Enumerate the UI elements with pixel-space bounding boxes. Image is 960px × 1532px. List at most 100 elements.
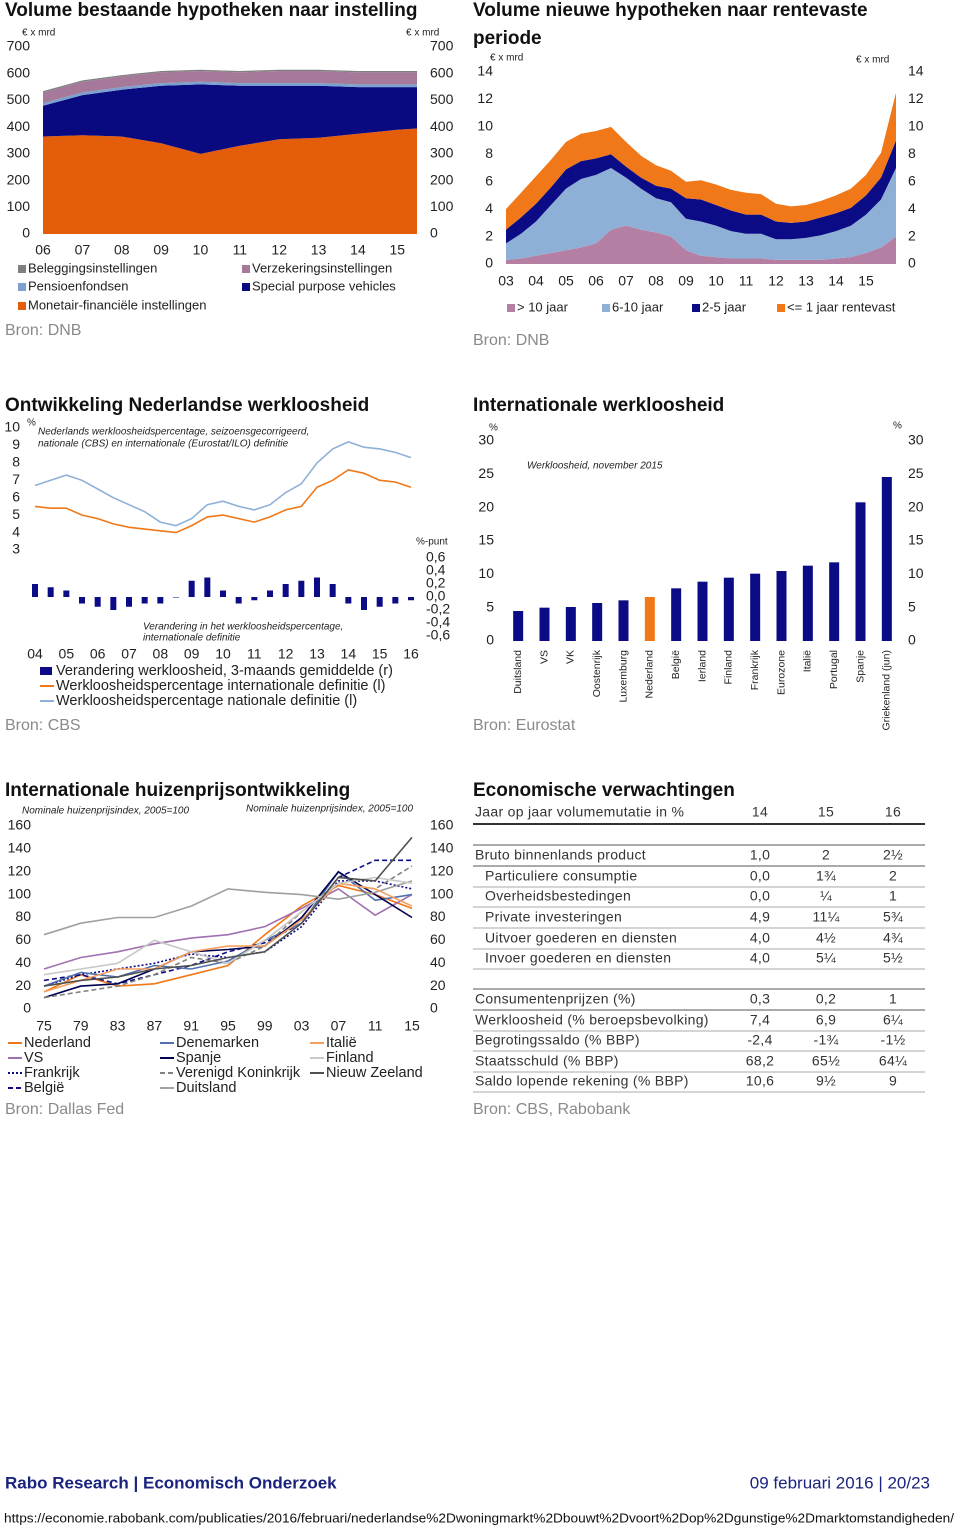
table-cell: 4,0 bbox=[750, 930, 770, 946]
y-tick-label: 5 bbox=[12, 506, 20, 522]
legend-label: Verenigd Koninkrijk bbox=[176, 1065, 301, 1081]
y-tick-label: 10 bbox=[4, 419, 20, 435]
y-tick-label: 3 bbox=[12, 541, 20, 557]
annotation: Verandering in het werkloosheidspercenta… bbox=[143, 622, 343, 633]
y-tick-label: 0 bbox=[486, 632, 494, 648]
annotation: Nominale huizenprijsindex, 2005=100 bbox=[246, 804, 413, 815]
bar bbox=[408, 597, 414, 601]
table-cell: 10,6 bbox=[746, 1073, 774, 1089]
legend-label: Special purpose vehicles bbox=[252, 278, 396, 293]
y-axis-unit: % bbox=[489, 423, 498, 434]
source: Bron: Dallas Fed bbox=[5, 1101, 124, 1118]
y2-tick-label: 4 bbox=[908, 200, 916, 216]
bar bbox=[618, 600, 629, 641]
legend-swatch bbox=[777, 304, 785, 312]
y2-tick-label: 300 bbox=[430, 145, 454, 161]
area bbox=[43, 69, 417, 93]
bar bbox=[32, 584, 38, 597]
y-tick-label: 600 bbox=[7, 64, 31, 80]
table-cell: 2 bbox=[889, 868, 897, 884]
table-cell: Overheidsbestedingen bbox=[485, 888, 631, 904]
legend-label: Werkloosheidspercentage internationale d… bbox=[56, 678, 385, 694]
table-cell: 68,2 bbox=[746, 1053, 774, 1069]
x-tick-label: 05 bbox=[59, 646, 75, 662]
x-tick-label: Eurozone bbox=[775, 650, 787, 695]
bar bbox=[671, 588, 682, 641]
y-tick-label: 8 bbox=[485, 145, 493, 161]
x-tick-label: 79 bbox=[73, 1018, 89, 1034]
x-tick-label: Griekenland (jun) bbox=[881, 650, 893, 731]
y2-tick-label: 0,6 bbox=[426, 549, 446, 565]
table-cell: 0,2 bbox=[816, 991, 836, 1007]
bar bbox=[345, 597, 352, 604]
legend-swatch bbox=[507, 304, 515, 312]
x-tick-label: 15 bbox=[858, 273, 874, 289]
y-tick-label: 4 bbox=[12, 523, 20, 539]
y2-tick-label: 8 bbox=[908, 145, 916, 161]
line bbox=[43, 884, 413, 993]
y-tick-label: 4 bbox=[485, 200, 493, 216]
bar bbox=[251, 597, 258, 601]
y2-tick-label: -0,6 bbox=[426, 627, 450, 643]
x-tick-label: 95 bbox=[220, 1018, 236, 1034]
chart-title: Volume bestaande hypotheken naar instell… bbox=[5, 0, 418, 21]
y-tick-label: 500 bbox=[7, 91, 31, 107]
legend-label: Spanje bbox=[176, 1050, 221, 1066]
y-tick-label: 300 bbox=[7, 145, 31, 161]
bar bbox=[79, 597, 85, 604]
table-cell: 4,0 bbox=[750, 950, 770, 966]
x-tick-label: 83 bbox=[110, 1018, 126, 1034]
x-tick-label: Oostenrijk bbox=[591, 649, 603, 697]
y2-tick-label: 80 bbox=[430, 908, 446, 924]
y2-tick-label: 14 bbox=[908, 63, 924, 79]
source: Bron: DNB bbox=[473, 332, 549, 349]
y-tick-label: 80 bbox=[15, 908, 31, 924]
bar bbox=[220, 590, 226, 597]
y-tick-label: 60 bbox=[15, 931, 31, 947]
y2-tick-label: 2 bbox=[908, 227, 916, 243]
legend-swatch bbox=[18, 265, 26, 273]
table-cell: 7,4 bbox=[750, 1012, 770, 1028]
table-cell: Invoer goederen en diensten bbox=[485, 950, 671, 966]
x-tick-label: 06 bbox=[588, 273, 604, 289]
y2-tick-label: 100 bbox=[430, 198, 454, 214]
y2-tick-label: 10 bbox=[908, 118, 924, 134]
x-tick-label: 07 bbox=[75, 242, 91, 258]
y2-axis-unit: € x mrd bbox=[856, 55, 889, 66]
annotation: Werkloosheid, november 2015 bbox=[527, 461, 663, 472]
y-tick-label: 100 bbox=[8, 885, 32, 901]
table-cell: Saldo lopende rekening (% BBP) bbox=[475, 1073, 689, 1089]
table-cell: ¼ bbox=[820, 888, 832, 904]
x-tick-label: 13 bbox=[798, 273, 814, 289]
legend-label: Duitsland bbox=[176, 1080, 236, 1096]
x-tick-label: VS bbox=[538, 650, 550, 664]
x-tick-label: 03 bbox=[294, 1018, 310, 1034]
bar bbox=[63, 590, 70, 597]
x-tick-label: 09 bbox=[153, 242, 169, 258]
table-cell: 5¾ bbox=[883, 909, 903, 925]
area bbox=[506, 140, 896, 244]
y-tick-label: 0 bbox=[485, 255, 493, 271]
bar bbox=[188, 580, 195, 597]
legend-label: Beleggingsinstellingen bbox=[28, 260, 157, 275]
y-tick-label: 14 bbox=[477, 63, 493, 79]
footer-right: 09 februari 2016 | 20/23 bbox=[750, 1473, 930, 1492]
y-tick-label: 8 bbox=[12, 454, 20, 470]
x-tick-label: 12 bbox=[278, 646, 294, 662]
y-axis-unit: € x mrd bbox=[22, 28, 55, 39]
bar bbox=[110, 597, 117, 610]
x-tick-label: 10 bbox=[215, 646, 231, 662]
x-tick-label: 08 bbox=[648, 273, 664, 289]
y-tick-label: 40 bbox=[15, 954, 31, 970]
bar bbox=[723, 577, 734, 641]
legend-label: Monetair-financiële instellingen bbox=[28, 297, 207, 312]
x-tick-label: 03 bbox=[498, 273, 514, 289]
table-cell: -1¾ bbox=[813, 1032, 838, 1048]
y-axis-unit: € x mrd bbox=[490, 53, 523, 64]
table-cell: 4½ bbox=[816, 930, 836, 946]
x-tick-label: 07 bbox=[618, 273, 634, 289]
table-cell: Staatsschuld (% BBP) bbox=[475, 1053, 619, 1069]
bar bbox=[157, 597, 164, 604]
bar bbox=[267, 590, 273, 597]
y-tick-label: 20 bbox=[15, 977, 31, 993]
